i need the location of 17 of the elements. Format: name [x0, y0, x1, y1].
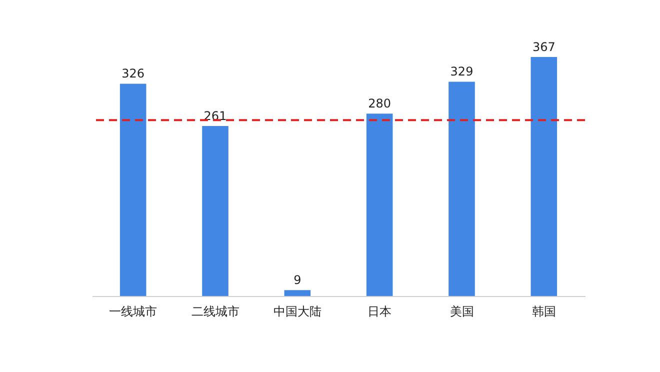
- x-tick-label: 中国大陆: [273, 304, 322, 318]
- x-tick-label: 二线城市: [191, 304, 240, 318]
- data-label: 367: [532, 40, 556, 54]
- data-label: 329: [450, 64, 474, 79]
- data-label: 280: [368, 96, 392, 111]
- bar: [120, 84, 146, 296]
- bar: [530, 57, 558, 296]
- bar: [284, 290, 311, 296]
- bar: [202, 126, 228, 296]
- data-label: 326: [122, 66, 145, 81]
- x-tick-label: 日本: [368, 304, 392, 318]
- x-tick-label: 韩国: [532, 304, 556, 318]
- bar: [448, 82, 475, 296]
- data-label: 9: [294, 273, 302, 288]
- x-tick-label: 一线城市: [109, 304, 158, 318]
- bar: [366, 114, 393, 296]
- x-tick-label: 美国: [450, 304, 474, 318]
